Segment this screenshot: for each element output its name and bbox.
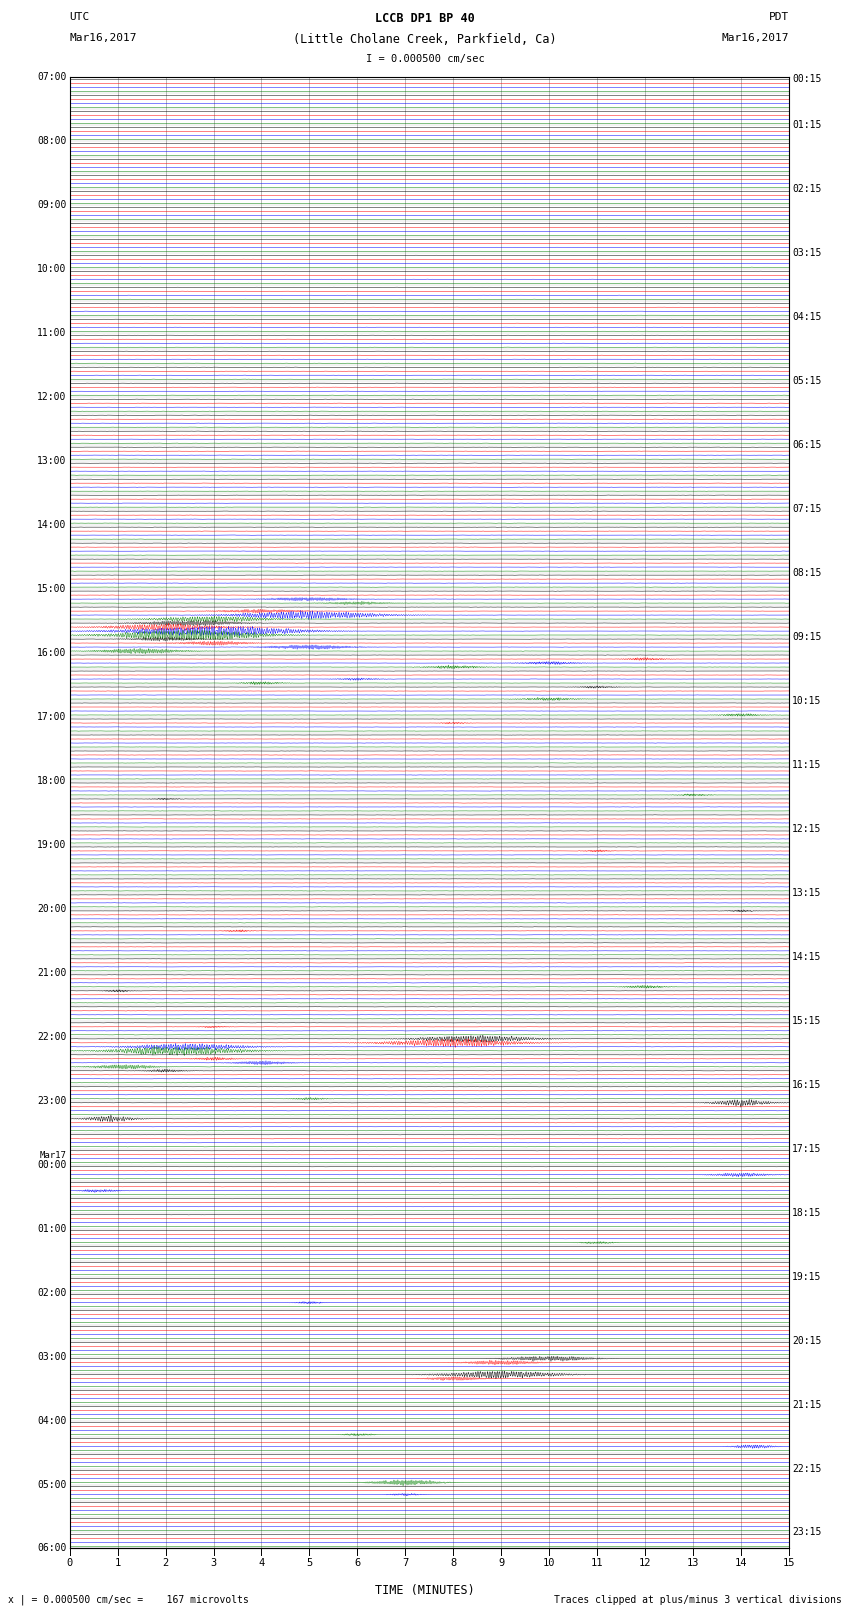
Text: 03:15: 03:15 — [792, 248, 822, 258]
Text: I = 0.000500 cm/sec: I = 0.000500 cm/sec — [366, 53, 484, 63]
Text: 8: 8 — [450, 1558, 456, 1568]
Text: 11:15: 11:15 — [792, 760, 822, 769]
Text: 4: 4 — [258, 1558, 264, 1568]
Text: Mar17: Mar17 — [39, 1150, 66, 1160]
Text: 18:15: 18:15 — [792, 1208, 822, 1218]
Text: 9: 9 — [498, 1558, 504, 1568]
Text: 19:15: 19:15 — [792, 1271, 822, 1282]
Text: 14:00: 14:00 — [37, 519, 66, 531]
Text: LCCB DP1 BP 40: LCCB DP1 BP 40 — [375, 11, 475, 24]
Text: Traces clipped at plus/minus 3 vertical divisions: Traces clipped at plus/minus 3 vertical … — [553, 1595, 842, 1605]
Text: 14:15: 14:15 — [792, 952, 822, 961]
Text: UTC: UTC — [70, 11, 90, 21]
Text: 19:00: 19:00 — [37, 840, 66, 850]
Text: 13: 13 — [687, 1558, 700, 1568]
Text: 7: 7 — [402, 1558, 408, 1568]
Text: 13:15: 13:15 — [792, 887, 822, 898]
Text: 15:00: 15:00 — [37, 584, 66, 594]
Text: 05:00: 05:00 — [37, 1479, 66, 1489]
Text: 15: 15 — [783, 1558, 795, 1568]
Text: 11:00: 11:00 — [37, 329, 66, 339]
Text: 03:00: 03:00 — [37, 1352, 66, 1361]
Text: 02:00: 02:00 — [37, 1287, 66, 1297]
Text: 20:00: 20:00 — [37, 903, 66, 915]
Text: 21:15: 21:15 — [792, 1400, 822, 1410]
Text: 14: 14 — [734, 1558, 747, 1568]
Text: 18:00: 18:00 — [37, 776, 66, 786]
Text: 02:15: 02:15 — [792, 184, 822, 194]
Text: 17:15: 17:15 — [792, 1144, 822, 1153]
Text: 21:00: 21:00 — [37, 968, 66, 977]
Text: 12: 12 — [638, 1558, 651, 1568]
Text: 09:00: 09:00 — [37, 200, 66, 210]
Text: 10:15: 10:15 — [792, 697, 822, 706]
Text: 01:00: 01:00 — [37, 1224, 66, 1234]
Text: 22:00: 22:00 — [37, 1032, 66, 1042]
Text: 00:00: 00:00 — [37, 1160, 66, 1169]
Text: 16:00: 16:00 — [37, 648, 66, 658]
Text: 23:15: 23:15 — [792, 1528, 822, 1537]
Text: 07:15: 07:15 — [792, 505, 822, 515]
Text: 15:15: 15:15 — [792, 1016, 822, 1026]
Text: 04:15: 04:15 — [792, 313, 822, 323]
Text: 10: 10 — [543, 1558, 555, 1568]
Text: 04:00: 04:00 — [37, 1416, 66, 1426]
Text: 6: 6 — [354, 1558, 360, 1568]
Text: (Little Cholane Creek, Parkfield, Ca): (Little Cholane Creek, Parkfield, Ca) — [293, 32, 557, 45]
Text: 06:15: 06:15 — [792, 440, 822, 450]
Text: 3: 3 — [211, 1558, 217, 1568]
Text: 0: 0 — [66, 1558, 73, 1568]
Text: 17:00: 17:00 — [37, 711, 66, 723]
Text: 22:15: 22:15 — [792, 1463, 822, 1474]
Text: 5: 5 — [306, 1558, 313, 1568]
Text: 08:15: 08:15 — [792, 568, 822, 577]
Text: 06:00: 06:00 — [37, 1544, 66, 1553]
Text: 05:15: 05:15 — [792, 376, 822, 386]
Text: 09:15: 09:15 — [792, 632, 822, 642]
Text: 12:15: 12:15 — [792, 824, 822, 834]
Text: 10:00: 10:00 — [37, 265, 66, 274]
Text: 13:00: 13:00 — [37, 456, 66, 466]
Text: 07:00: 07:00 — [37, 73, 66, 82]
Text: 16:15: 16:15 — [792, 1079, 822, 1090]
Text: TIME (MINUTES): TIME (MINUTES) — [375, 1584, 475, 1597]
Text: 08:00: 08:00 — [37, 137, 66, 147]
Text: 2: 2 — [162, 1558, 168, 1568]
Text: 00:15: 00:15 — [792, 74, 822, 84]
Text: 12:00: 12:00 — [37, 392, 66, 402]
Text: Mar16,2017: Mar16,2017 — [70, 32, 137, 42]
Text: PDT: PDT — [768, 11, 789, 21]
Text: 20:15: 20:15 — [792, 1336, 822, 1345]
Text: x | = 0.000500 cm/sec =    167 microvolts: x | = 0.000500 cm/sec = 167 microvolts — [8, 1595, 249, 1605]
Text: 11: 11 — [591, 1558, 604, 1568]
Text: 01:15: 01:15 — [792, 121, 822, 131]
Text: 23:00: 23:00 — [37, 1095, 66, 1107]
Text: Mar16,2017: Mar16,2017 — [722, 32, 789, 42]
Text: 1: 1 — [115, 1558, 121, 1568]
